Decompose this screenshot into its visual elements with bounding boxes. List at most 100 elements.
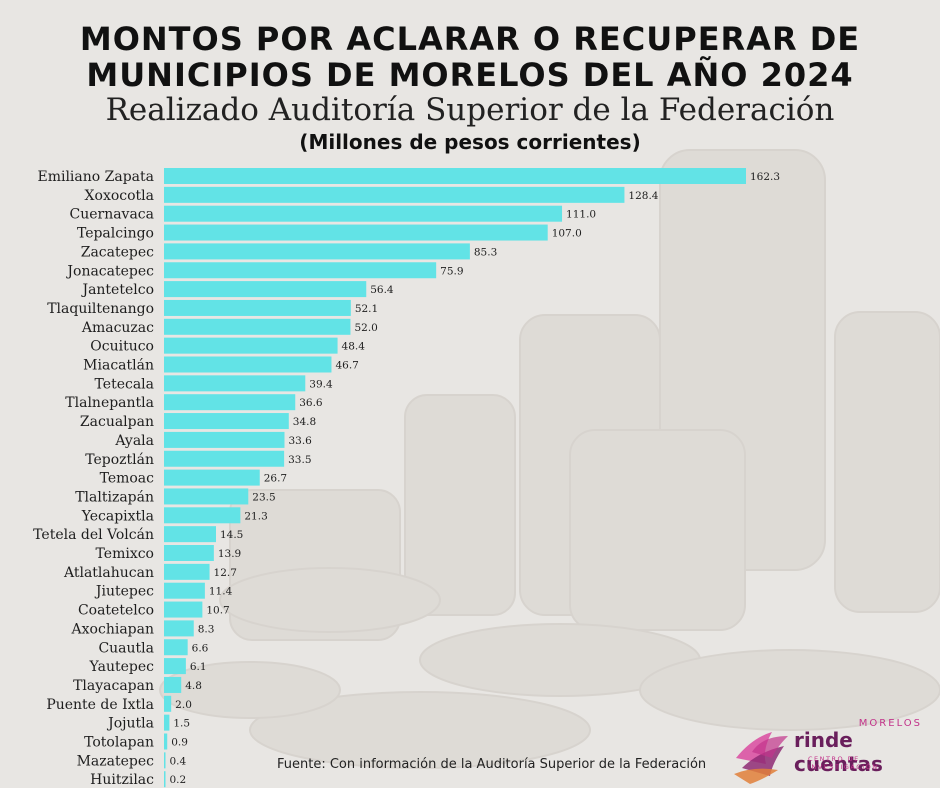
- value-label: 33.5: [288, 454, 311, 466]
- category-label: Zacatepec: [81, 244, 154, 260]
- category-label: Totolapan: [84, 735, 154, 751]
- category-label: Tepalcingo: [77, 226, 154, 242]
- value-label: 39.4: [309, 378, 333, 390]
- bar-11: [164, 375, 306, 392]
- bar-26: [164, 658, 186, 675]
- category-label: Tetecala: [95, 376, 154, 392]
- bar-8: [164, 318, 351, 335]
- category-label: Atlatlahucan: [63, 565, 154, 581]
- value-label: 11.4: [209, 586, 233, 598]
- value-label: 0.2: [170, 774, 187, 786]
- chart-subtitle: Realizado Auditoría Superior de la Feder…: [105, 92, 835, 128]
- category-label: Jiutepec: [94, 584, 154, 600]
- value-label: 1.5: [173, 718, 190, 730]
- category-label: Miacatlán: [83, 358, 154, 374]
- value-label: 111.0: [566, 209, 596, 221]
- bar-24: [164, 620, 194, 637]
- bar-19: [164, 526, 216, 543]
- value-label: 10.7: [206, 605, 229, 617]
- category-label: Huitzilac: [90, 772, 154, 788]
- value-label: 13.9: [218, 548, 241, 560]
- value-label: 4.8: [185, 680, 202, 692]
- value-label: 128.4: [628, 190, 658, 202]
- bar-6: [164, 281, 367, 298]
- bar-27: [164, 676, 182, 693]
- bar-2: [164, 205, 563, 222]
- chart-units: (Millones de pesos corrientes): [299, 130, 641, 154]
- category-label: Tlaquiltenango: [47, 301, 154, 317]
- category-label: Tlaltizapán: [75, 489, 154, 505]
- bar-22: [164, 582, 205, 599]
- category-label: Tepoztlán: [85, 452, 154, 468]
- bar-0: [164, 168, 746, 184]
- value-label: 33.6: [288, 435, 312, 447]
- category-label: Tlalnepantla: [65, 395, 154, 411]
- logo-top-text: MORELOS: [858, 718, 922, 729]
- bar-10: [164, 356, 332, 373]
- value-label: 21.3: [244, 510, 267, 522]
- chart-title-line1: MONTOS POR ACLARAR O RECUPERAR DE: [79, 20, 861, 58]
- value-label: 6.1: [190, 661, 207, 673]
- logo-main-text: rinde cuentas: [794, 728, 883, 776]
- value-label: 46.7: [335, 360, 358, 372]
- category-label: Jantetelco: [80, 282, 154, 298]
- category-label: Temixco: [96, 546, 154, 562]
- bar-30: [164, 733, 168, 750]
- value-label: 75.9: [440, 265, 463, 277]
- value-label: 23.5: [252, 491, 275, 503]
- bar-16: [164, 469, 260, 486]
- value-label: 52.0: [354, 322, 377, 334]
- value-label: 162.3: [750, 171, 780, 183]
- bar-14: [164, 431, 285, 448]
- value-label: 34.8: [293, 416, 316, 428]
- bar-5: [164, 262, 437, 279]
- bar-1: [164, 186, 625, 203]
- flower-logo-icon: [734, 732, 788, 784]
- category-label: Temoac: [100, 471, 155, 487]
- bar-21: [164, 563, 210, 580]
- category-label: Yecapixtla: [81, 508, 154, 524]
- value-label: 107.0: [552, 228, 582, 240]
- value-label: 85.3: [474, 246, 497, 258]
- category-label: Puente de Ixtla: [46, 697, 154, 713]
- bar-23: [164, 601, 203, 618]
- source-note: Fuente: Con información de la Auditoría …: [277, 757, 707, 772]
- category-label: Coatetelco: [78, 603, 154, 619]
- category-label: Xoxocotla: [85, 188, 154, 204]
- bar-28: [164, 695, 172, 712]
- bar-31: [164, 752, 166, 769]
- value-label: 56.4: [370, 284, 394, 296]
- category-label: Mazatepec: [77, 753, 155, 769]
- value-label: 48.4: [342, 341, 366, 353]
- value-label: 52.1: [355, 303, 378, 315]
- category-label: Cuernavaca: [69, 207, 154, 223]
- category-label: Tlayacapan: [73, 678, 154, 694]
- rinde-cuentas-logo: MORELOS rinde cuentas CENTRO DE INVESTIG…: [732, 718, 932, 784]
- value-label: 26.7: [264, 473, 287, 485]
- category-label: Amacuzac: [81, 320, 154, 336]
- value-label: 2.0: [175, 699, 192, 711]
- bar-4: [164, 243, 470, 260]
- value-label: 0.4: [170, 755, 187, 767]
- bar-29: [164, 714, 170, 731]
- category-label: Jojutla: [106, 716, 154, 732]
- category-label: Jonacatepec: [65, 263, 154, 279]
- category-label: Cuautla: [98, 640, 154, 656]
- value-label: 12.7: [214, 567, 237, 579]
- bar-3: [164, 224, 548, 241]
- category-label: Emiliano Zapata: [37, 169, 154, 185]
- logo-sub-text: CENTRO DE INVESTIGACIÓN: [808, 755, 879, 771]
- bar-13: [164, 413, 289, 430]
- bar-18: [164, 507, 241, 524]
- category-label: Yautepec: [88, 659, 154, 675]
- bar-9: [164, 337, 338, 354]
- value-label: 0.9: [171, 737, 188, 749]
- value-label: 6.6: [192, 642, 209, 654]
- category-label: Ocuituco: [90, 339, 154, 355]
- value-label: 14.5: [220, 529, 243, 541]
- bar-17: [164, 488, 249, 505]
- category-label: Tetela del Volcán: [33, 527, 154, 543]
- category-label: Ayala: [114, 433, 154, 449]
